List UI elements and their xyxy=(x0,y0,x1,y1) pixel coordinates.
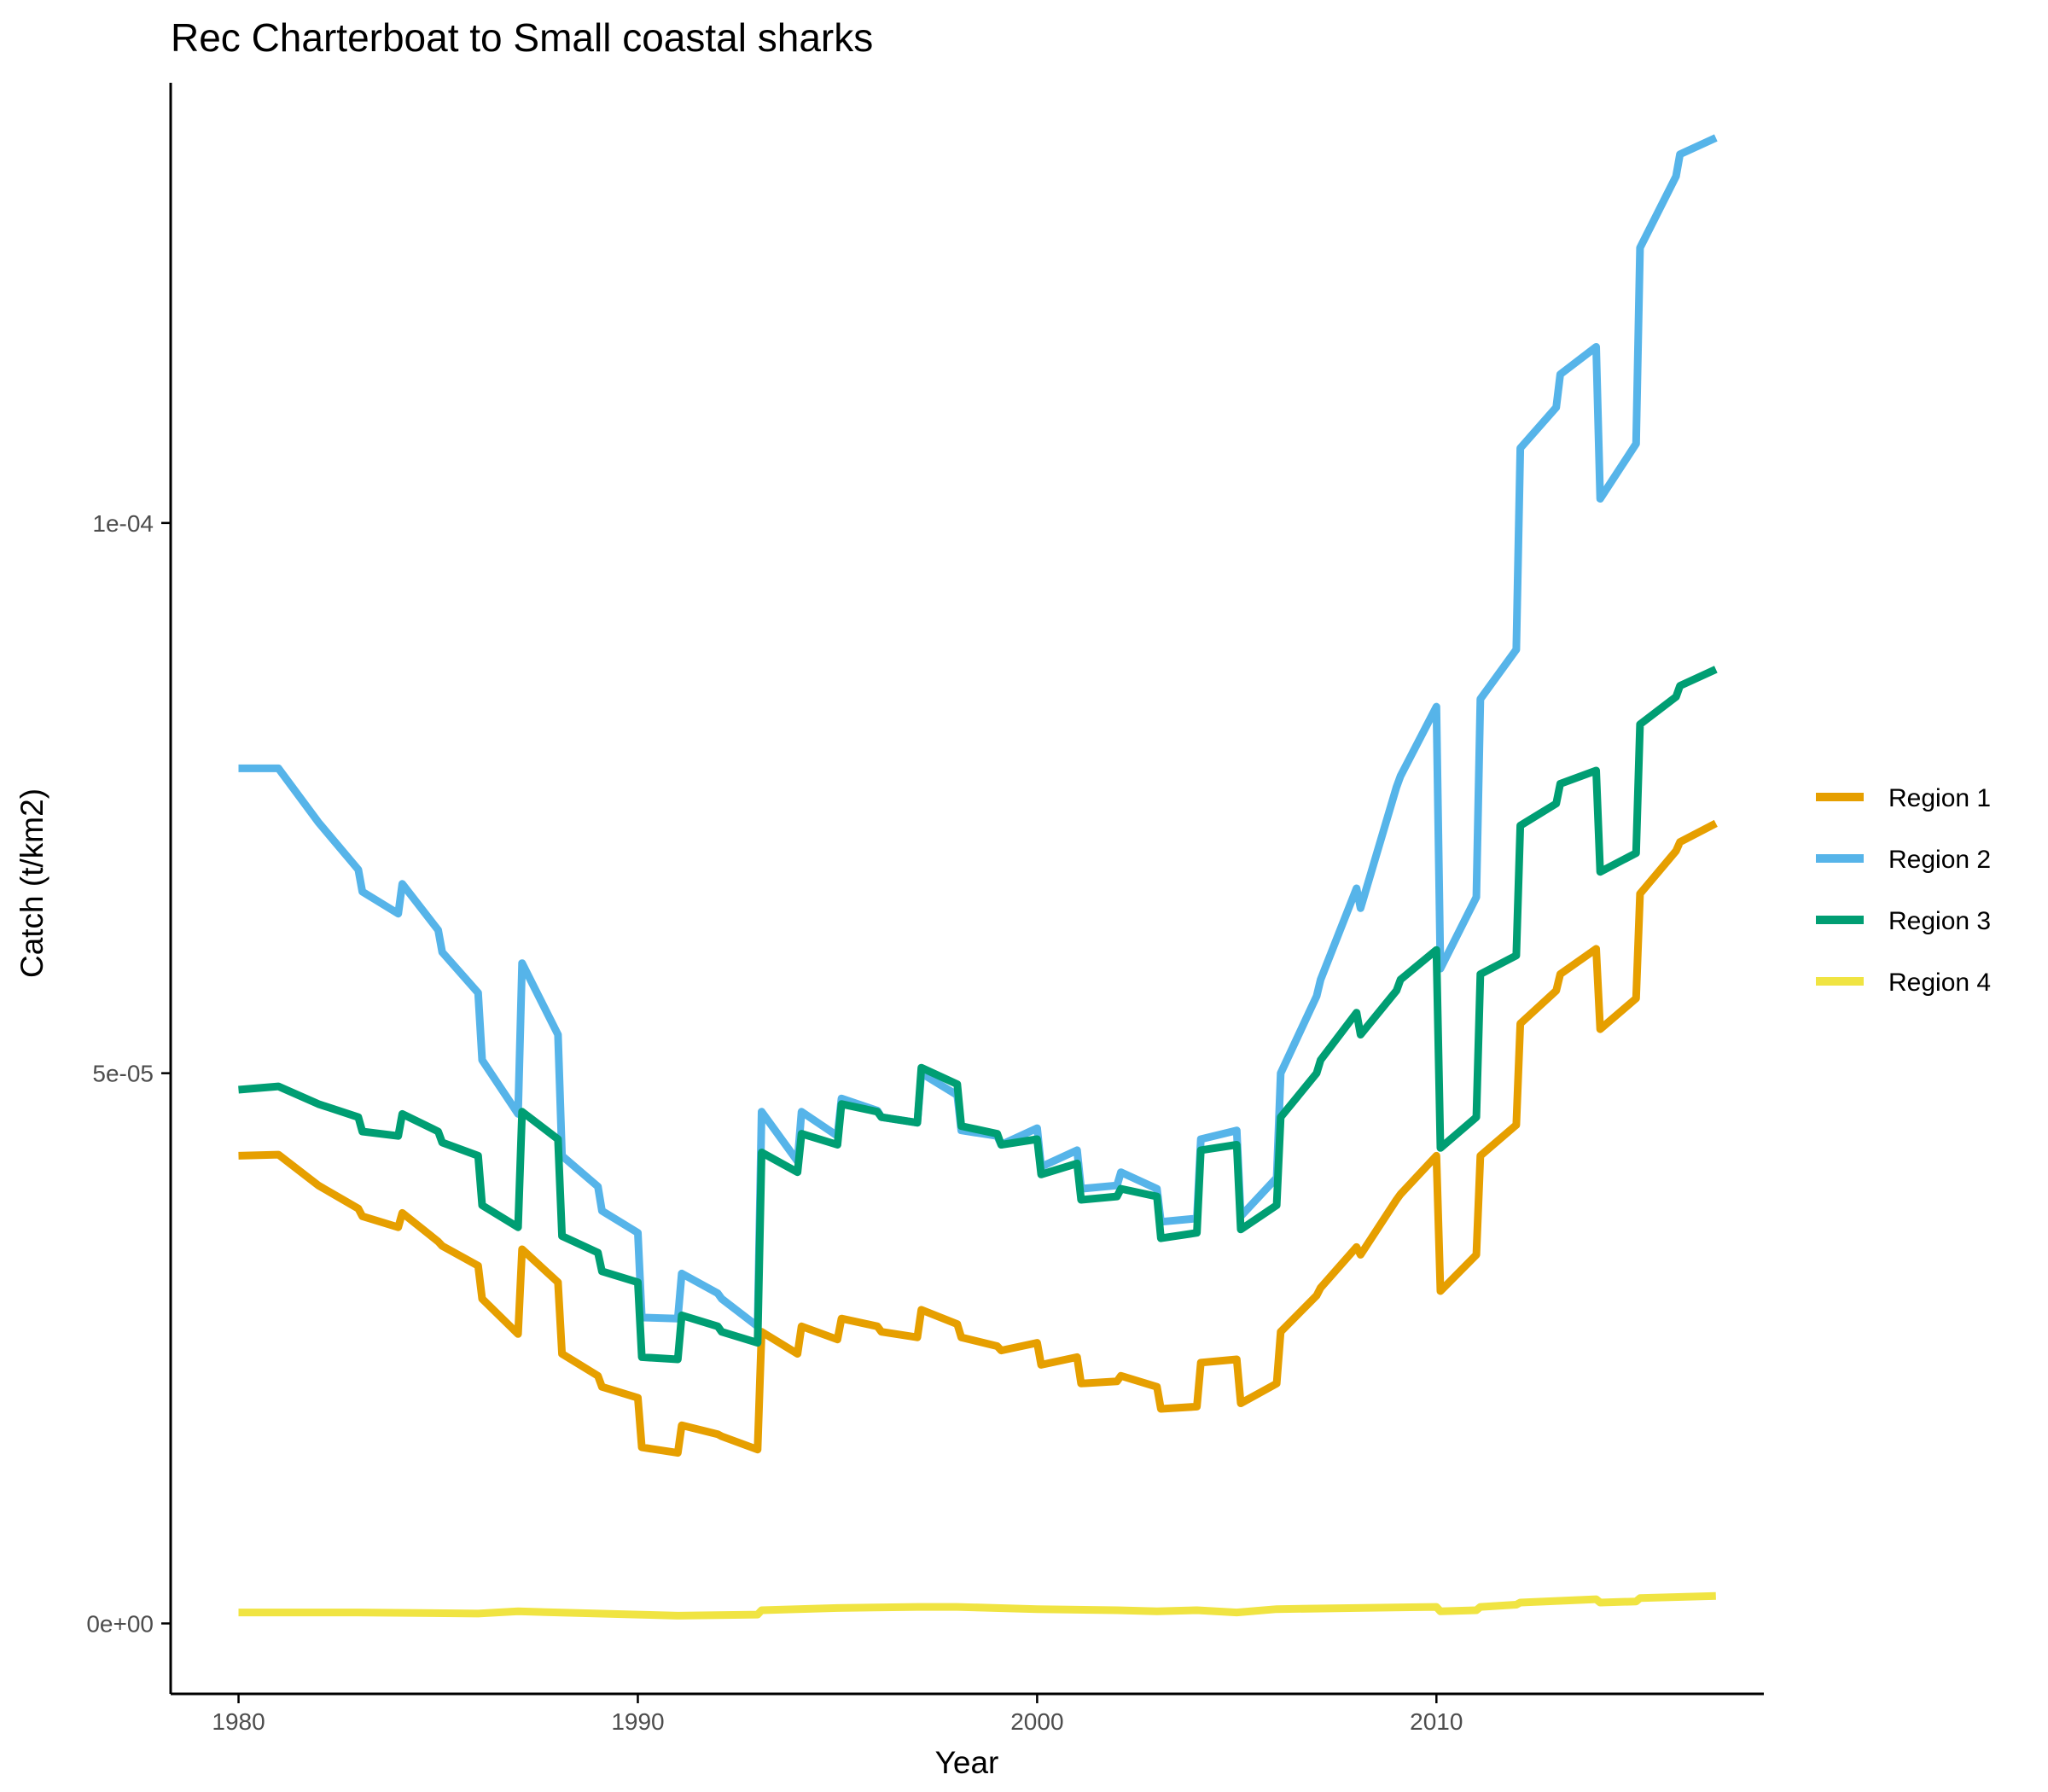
x-tick-label: 1990 xyxy=(611,1708,664,1735)
x-tick-label: 1980 xyxy=(212,1708,265,1735)
legend-label-region-4: Region 4 xyxy=(1888,969,1991,997)
x-tick-label: 2010 xyxy=(1410,1708,1463,1735)
series-line-region-1 xyxy=(238,819,1718,1457)
legend: Region 1 Region 2 Region 3 Region 4 xyxy=(1816,784,1991,997)
legend-label-region-1: Region 1 xyxy=(1888,784,1991,812)
y-tick-label: 0e+00 xyxy=(86,1610,154,1637)
y-tick-label: 5e-05 xyxy=(92,1061,154,1087)
series-line-region-4 xyxy=(238,1591,1716,1620)
chart-title: Rec Charterboat to Small coastal sharks xyxy=(171,15,873,60)
series-line-region-3 xyxy=(238,666,1718,1364)
axes xyxy=(169,83,1764,1696)
y-tick-label: 1e-04 xyxy=(92,510,154,537)
series-layer xyxy=(238,134,1718,1620)
legend-label-region-3: Region 3 xyxy=(1888,907,1991,935)
ticks: 1980 1990 2000 2010 0e+00 5e-05 1e-04 xyxy=(86,510,1463,1735)
x-axis-title: Year xyxy=(935,1745,999,1780)
legend-label-region-2: Region 2 xyxy=(1888,846,1991,874)
y-axis-title: Catch (t/km2) xyxy=(15,788,49,978)
x-tick-label: 2000 xyxy=(1010,1708,1063,1735)
